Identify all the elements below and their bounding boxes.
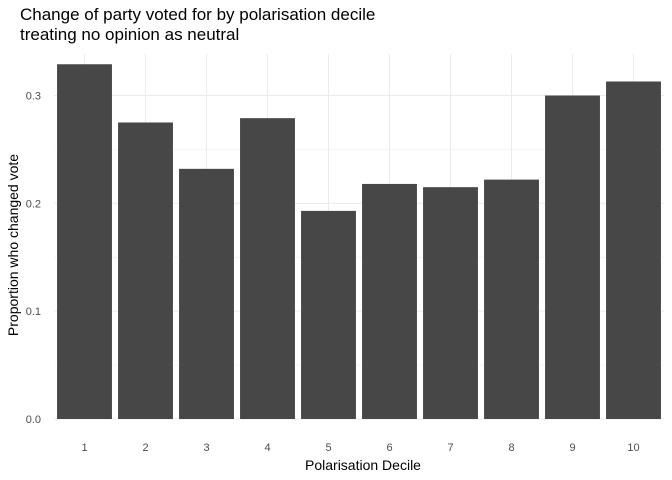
y-tick-label: 0.0	[26, 414, 41, 426]
chart-title: Change of party voted for by polarisatio…	[20, 5, 375, 45]
bar	[606, 81, 661, 419]
bar	[423, 187, 478, 419]
y-axis-ticks: 0.0 0.1 0.2 0.3	[26, 91, 41, 426]
x-tick-label: 2	[142, 442, 148, 454]
x-tick-label: 6	[386, 442, 392, 454]
x-tick-label: 7	[447, 442, 453, 454]
chart-title-line-2: treating no opinion as neutral	[20, 25, 240, 44]
x-tick-label: 10	[627, 442, 639, 454]
y-tick-label: 0.2	[26, 198, 41, 210]
bar	[484, 179, 539, 419]
bars	[57, 64, 661, 420]
x-axis-title: Polarisation Decile	[305, 457, 421, 473]
bar	[362, 183, 417, 419]
bar	[179, 168, 234, 419]
x-tick-label: 8	[508, 442, 514, 454]
x-tick-label: 5	[325, 442, 331, 454]
y-tick-label: 0.1	[26, 306, 41, 318]
bar	[118, 122, 173, 420]
y-tick-label: 0.3	[26, 91, 41, 103]
x-tick-label: 9	[569, 442, 575, 454]
chart-title-line-1: Change of party voted for by polarisatio…	[20, 5, 376, 24]
bar	[240, 118, 295, 419]
x-tick-label: 1	[81, 442, 87, 454]
x-axis-ticks: 1 2 3 4 5 6 7 8 9 10	[81, 442, 639, 454]
bar	[57, 64, 112, 420]
y-axis-title: Proportion who changed vote	[5, 154, 21, 336]
x-tick-label: 4	[264, 442, 270, 454]
x-tick-label: 3	[203, 442, 209, 454]
bar	[545, 95, 600, 419]
bar	[301, 210, 356, 419]
